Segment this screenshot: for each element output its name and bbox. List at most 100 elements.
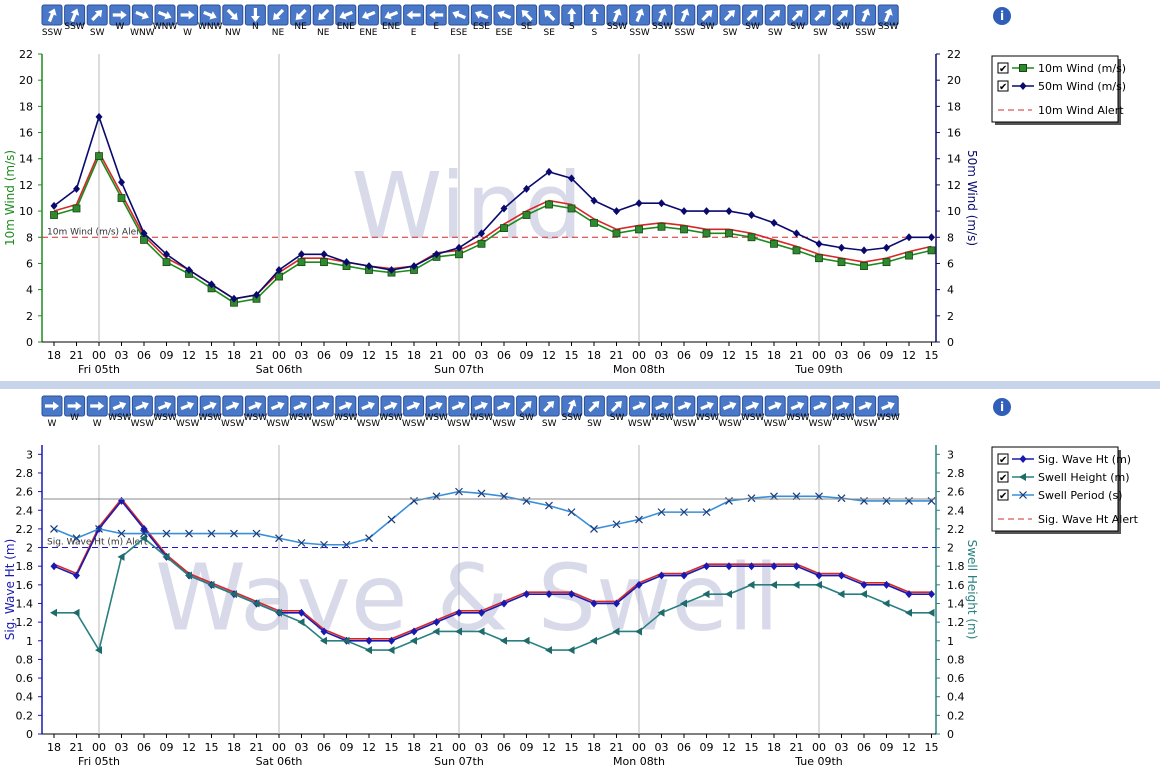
wind-arrow-button[interactable] (629, 4, 651, 26)
wind-arrow-button[interactable] (86, 4, 108, 26)
wave-arrow-button[interactable] (267, 395, 289, 417)
wind-arrow-button[interactable] (177, 4, 199, 26)
arrow-shape (383, 401, 398, 411)
wave-direction-label: WSW (221, 419, 245, 429)
wave-arrow-button[interactable] (199, 395, 221, 417)
wind-arrow-button[interactable] (764, 4, 786, 26)
wave-arrow-button[interactable] (448, 395, 470, 417)
wind-arrow-button[interactable] (606, 4, 628, 26)
wind-arrow-button[interactable] (516, 4, 538, 26)
wave-direction-label: WSW (809, 419, 833, 429)
wave-arrow-icon (745, 401, 760, 411)
info-icon[interactable]: i (993, 7, 1011, 25)
wave-arrow-button[interactable] (538, 395, 560, 417)
wave-arrow-button[interactable] (335, 395, 357, 417)
wave-arrow-button[interactable] (222, 395, 244, 417)
wind-arrow-button[interactable] (470, 4, 492, 26)
wave-arrow-button[interactable] (832, 395, 854, 417)
wind-arrow-button[interactable] (109, 4, 131, 26)
wave-arrow-button[interactable] (109, 395, 131, 417)
wind-arrow-button[interactable] (538, 4, 560, 26)
wind-arrow-button[interactable] (41, 4, 63, 26)
wave-arrow-button[interactable] (561, 395, 583, 417)
wind-arrow-button[interactable] (357, 4, 379, 26)
wind-arrow-button[interactable] (425, 4, 447, 26)
wave-arrow-button[interactable] (470, 395, 492, 417)
wave-arrow-button[interactable] (290, 395, 312, 417)
wave-xtick-label: 06 (317, 741, 331, 754)
wave-arrow-button[interactable] (41, 395, 63, 417)
wind-arrow-button[interactable] (855, 4, 877, 26)
wind-arrow-button[interactable] (380, 4, 402, 26)
wave-arrow-button[interactable] (357, 395, 379, 417)
wave-arrow-button[interactable] (244, 395, 266, 417)
wind-arrow-button[interactable] (742, 4, 764, 26)
wave-arrow-button[interactable] (312, 395, 334, 417)
wind-arrow-button[interactable] (832, 4, 854, 26)
wind-arrow-button[interactable] (719, 4, 741, 26)
wave-arrow-button[interactable] (583, 395, 605, 417)
wind-arrow-button[interactable] (222, 4, 244, 26)
wind-arrow-button[interactable] (448, 4, 470, 26)
wind-arrow-button[interactable] (674, 4, 696, 26)
wind-legend-checkbox[interactable]: ✔ (997, 62, 1009, 75)
wave-arrow-button[interactable] (86, 395, 108, 417)
wind-arrow-button[interactable] (493, 4, 515, 26)
wind-arrow-button[interactable] (154, 4, 176, 26)
wind-legend-checkbox[interactable]: ✔ (997, 80, 1009, 93)
wave-arrow-button[interactable] (425, 395, 447, 417)
wave-arrow-button[interactable] (674, 395, 696, 417)
wave-legend-checkbox[interactable]: ✔ (997, 453, 1009, 466)
wind-arrow-button[interactable] (877, 4, 899, 26)
wave-arrow-button[interactable] (764, 395, 786, 417)
wind-arrow-button[interactable] (696, 4, 718, 26)
wave-arrow-button[interactable] (787, 395, 809, 417)
wind-arrow-button[interactable] (561, 4, 583, 26)
wind-arrow-button[interactable] (403, 4, 425, 26)
wind-arrow-icon (884, 8, 893, 23)
wind-arrow-button[interactable] (64, 4, 86, 26)
wave-data-point (815, 571, 823, 580)
wind-day-label: Fri 05th (78, 363, 120, 376)
wind-arrow-icon (680, 8, 690, 23)
wave-legend-checkbox[interactable]: ✔ (997, 489, 1009, 502)
wave-arrow-button[interactable] (64, 395, 86, 417)
wind-arrow-button[interactable] (312, 4, 334, 26)
wind-arrow-button[interactable] (199, 4, 221, 26)
wave-arrow-button[interactable] (177, 395, 199, 417)
wave-arrow-button[interactable] (516, 395, 538, 417)
wind-arrow-button[interactable] (290, 4, 312, 26)
wind-arrow-button[interactable] (651, 4, 673, 26)
wave-arrow-button[interactable] (493, 395, 515, 417)
wave-arrow-button[interactable] (651, 395, 673, 417)
wind-data-point (860, 246, 868, 255)
wave-arrow-button[interactable] (742, 395, 764, 417)
wind-arrow-button[interactable] (787, 4, 809, 26)
wave-arrow-button[interactable] (719, 395, 741, 417)
wave-arrow-button[interactable] (629, 395, 651, 417)
wind-ytick-label: 6 (26, 257, 33, 270)
info-icon[interactable]: i (993, 398, 1011, 416)
wind-arrow-icon (861, 8, 871, 23)
wave-arrow-button[interactable] (855, 395, 877, 417)
wave-arrow-button[interactable] (877, 395, 899, 417)
wind-arrow-button[interactable] (131, 4, 153, 26)
wind-arrow-button[interactable] (244, 4, 266, 26)
wave-arrow-button[interactable] (403, 395, 425, 417)
wave-data-point (140, 524, 148, 533)
wave-arrow-button[interactable] (154, 395, 176, 417)
wind-arrow-button[interactable] (267, 4, 289, 26)
wind-data-point (208, 280, 215, 289)
wind-arrow-button[interactable] (583, 4, 605, 26)
wave-arrow-button[interactable] (809, 395, 831, 417)
wave-arrow-button[interactable] (696, 395, 718, 417)
wind-arrow-button[interactable] (335, 4, 357, 26)
wave-legend-checkbox[interactable]: ✔ (997, 471, 1009, 484)
wind-arrow-button[interactable] (809, 4, 831, 26)
wave-arrow-button[interactable] (380, 395, 402, 417)
wave-data-point (162, 529, 171, 538)
wind-data-point (455, 243, 463, 252)
wind-data-point (72, 204, 81, 213)
wave-arrow-button[interactable] (606, 395, 628, 417)
wave-arrow-button[interactable] (131, 395, 153, 417)
